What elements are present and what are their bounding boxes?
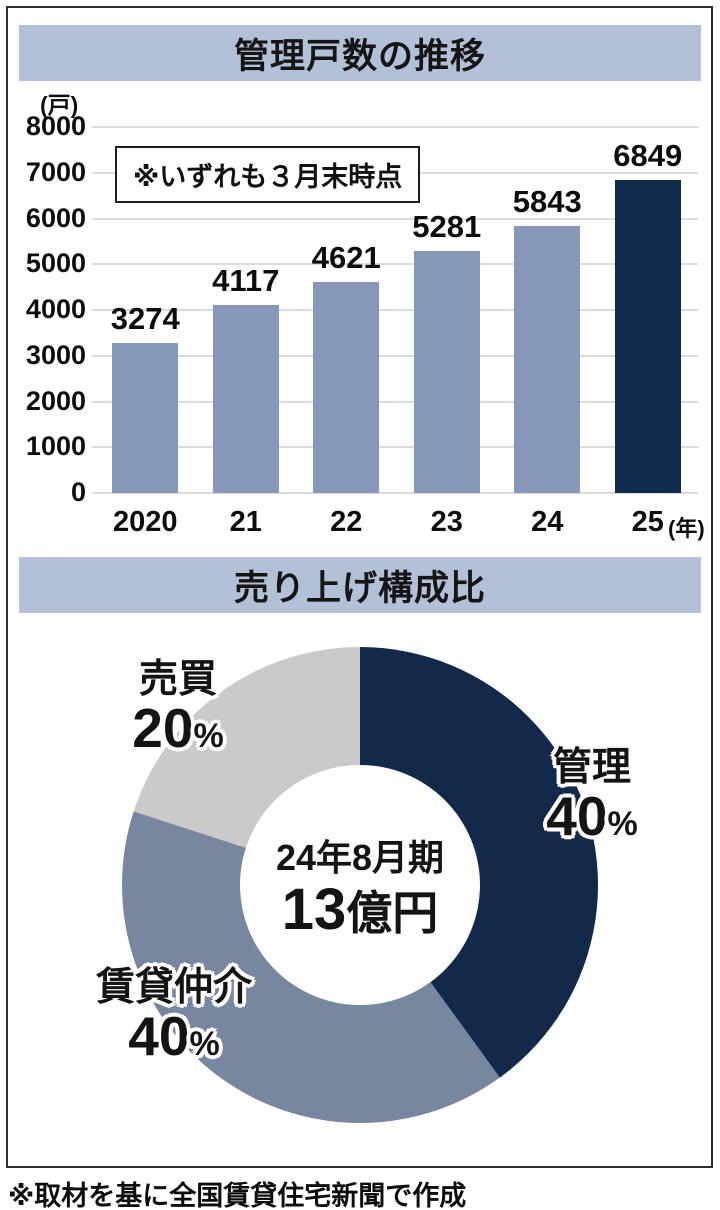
bar [112,343,179,493]
x-tick-label: 24 [531,506,564,538]
bar-value-label: 6849 [613,137,683,173]
pie-label-leasing-brokerage: 賃貸仲介 40% [84,966,264,1067]
gridline [92,263,698,266]
segment-name: 売買 [138,658,217,701]
segment-percent: 40% [128,1004,220,1067]
bar-chart-title: 管理戸数の推移 [19,25,701,81]
y-tick-label: 5000 [25,248,86,279]
revenue-total-unit: 億円 [346,886,439,939]
bar-value-label: 3274 [110,301,180,337]
bar [514,225,581,493]
y-tick-label: 0 [70,477,86,507]
pie-label-sales: 売買 20% [103,658,253,759]
y-tick-label: 6000 [25,202,86,233]
gridline [92,126,698,128]
gridline [92,354,698,357]
bar-value-label: 4621 [311,239,381,275]
y-tick-label: 3000 [25,339,86,370]
x-tick-label: 21 [229,506,262,538]
pie-chart-title: 売り上げ構成比 [19,557,701,613]
bar-value-label: 5281 [412,209,482,245]
y-tick-label: 1000 [25,431,86,462]
x-tick-label: 22 [330,506,363,538]
segment-percent: 20% [132,696,224,759]
gridline [92,492,698,494]
x-axis-unit-label: (年) [668,516,705,541]
gridline [92,309,698,311]
y-tick-label: 8000 [25,111,86,141]
revenue-total-label: 13億円 [230,876,490,942]
y-axis-unit-label: (戸) [40,92,79,118]
x-tick-label: 25 [631,506,664,538]
y-tick-label: 2000 [25,385,86,416]
pie-label-management: 管理 40% [512,746,672,847]
x-tick-label: 23 [430,506,463,538]
bar-chart: 0 1000 2000 3000 4000 5000 6000 7000 8000 3274 202… [0,0,720,560]
gridline [92,217,698,220]
bar-value-label: 4117 [212,262,280,298]
segment-name: 管理 [552,746,631,789]
bar [212,304,279,493]
y-tick-label: 7000 [25,156,86,187]
x-tick-label: 2020 [112,506,178,538]
bar [413,251,480,493]
revenue-total-value: 13 [281,876,347,942]
segment-percent: 40% [546,784,638,847]
donut-center-text: 24年8月期 13億円 [230,838,490,940]
y-tick-label: 4000 [25,294,86,324]
bar-value-label: 5843 [512,183,582,219]
bar [614,179,681,493]
note-box: ※いずれも３月末時点 [115,146,421,203]
source-note: ※取材を基に全国賃貸住宅新聞で作成 [8,1181,467,1210]
gridline [92,400,698,403]
segment-name: 賃貸仲介 [95,966,252,1009]
donut-hole [240,765,480,1005]
bar [313,281,380,493]
fiscal-period-label: 24年8月期 [275,837,445,878]
gridline [92,446,698,449]
